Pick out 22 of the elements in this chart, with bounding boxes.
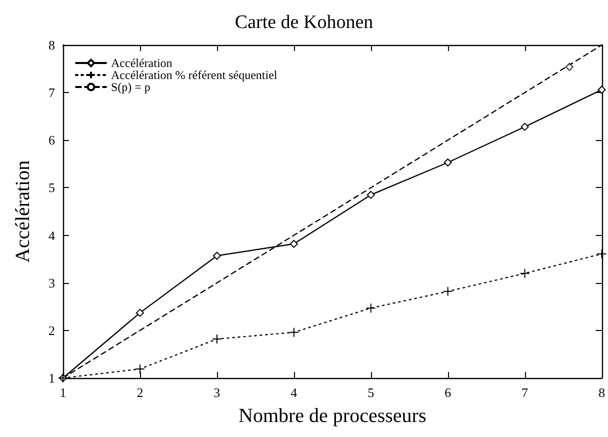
y-tick-label: 1 [48, 370, 55, 386]
x-tick-label: 2 [136, 385, 144, 400]
y-tick-label: 2 [48, 322, 55, 338]
legend-label: Accélération % référent séquentiel [111, 68, 278, 82]
legend-label: Accélération [111, 56, 172, 70]
chart-title: Carte de Kohonen [234, 12, 374, 33]
y-tick-label: 5 [48, 180, 55, 196]
y-tick-label: 7 [48, 85, 56, 100]
x-tick-label: 8 [598, 385, 605, 400]
x-axis-title: Nombre de processeurs [238, 405, 426, 427]
y-tick-label: 8 [48, 38, 55, 52]
x-tick-label: 5 [368, 385, 374, 400]
x-tick-label: 7 [522, 385, 529, 400]
legend-label: S(p) = p [111, 80, 150, 94]
y-axis-title: Accélération [12, 160, 34, 263]
y-tick-label: 4 [48, 228, 56, 243]
x-tick-label: 1 [60, 385, 66, 400]
y-tick-label: 6 [48, 132, 56, 148]
x-tick-label: 3 [214, 385, 220, 400]
x-tick-label: 4 [290, 385, 298, 400]
y-tick-label: 3 [48, 275, 55, 290]
x-tick-label: 6 [444, 385, 452, 400]
